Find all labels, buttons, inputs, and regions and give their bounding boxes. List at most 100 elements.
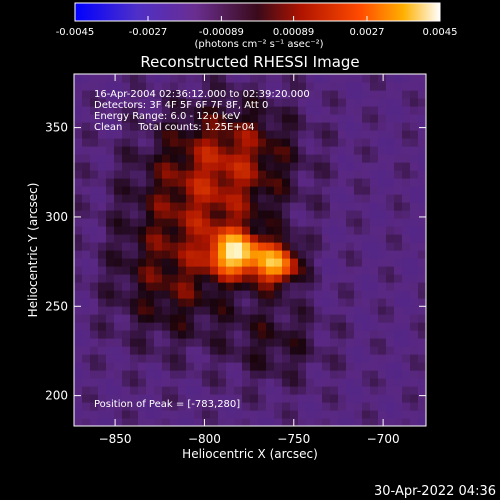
heatmap-cell — [202, 146, 211, 155]
heatmap-cell — [402, 226, 411, 235]
heatmap-cell — [370, 202, 379, 211]
heatmap-cell — [394, 106, 403, 115]
heatmap-cell — [138, 298, 147, 307]
heatmap-cell — [178, 338, 187, 347]
heatmap-cell — [106, 378, 115, 387]
heatmap-cell — [130, 330, 139, 339]
heatmap-cell — [98, 234, 107, 243]
heatmap-cell — [154, 330, 163, 339]
heatmap-cell — [362, 394, 371, 403]
heatmap-cell — [138, 154, 147, 163]
heatmap-cell — [82, 154, 91, 163]
heatmap-cell — [402, 146, 411, 155]
heatmap-cell — [410, 370, 419, 379]
heatmap-cell — [282, 370, 291, 379]
heatmap-cell — [394, 186, 403, 195]
heatmap-cell — [386, 410, 395, 419]
heatmap-cell — [298, 402, 307, 411]
heatmap-cell — [122, 290, 131, 299]
heatmap-cell — [402, 410, 411, 419]
heatmap-cell — [90, 338, 99, 347]
heatmap-cell — [418, 362, 426, 371]
heatmap-cell — [298, 410, 307, 419]
heatmap-cell — [282, 354, 291, 363]
heatmap-cell — [138, 410, 147, 419]
heatmap-cell — [170, 186, 179, 195]
heatmap-cell — [74, 210, 83, 219]
heatmap-cell — [234, 210, 243, 219]
heatmap-cell — [338, 354, 347, 363]
heatmap-cell — [90, 122, 99, 131]
heatmap-cell — [98, 402, 107, 411]
heatmap-cell — [178, 154, 187, 163]
heatmap-cell — [194, 410, 203, 419]
heatmap-cell — [282, 322, 291, 331]
heatmap-cell — [194, 418, 203, 426]
heatmap-cell — [354, 402, 363, 411]
heatmap-cell — [138, 266, 147, 275]
heatmap-cell — [210, 394, 219, 403]
heatmap-cell — [266, 146, 275, 155]
heatmap-cell — [274, 378, 283, 387]
heatmap-cell — [346, 90, 355, 99]
heatmap-cell — [74, 146, 83, 155]
heatmap-cell — [418, 266, 426, 275]
heatmap-cell — [290, 266, 299, 275]
heatmap-cell — [402, 338, 411, 347]
heatmap-cell — [354, 114, 363, 123]
heatmap-cell — [106, 274, 115, 283]
heatmap-cell — [314, 330, 323, 339]
heatmap-cell — [114, 378, 123, 387]
heatmap-cell — [114, 138, 123, 147]
heatmap-cell — [178, 178, 187, 187]
heatmap-cell — [370, 210, 379, 219]
heatmap-cell — [218, 178, 227, 187]
heatmap-cell — [122, 242, 131, 251]
heatmap-cell — [170, 218, 179, 227]
heatmap-cell — [250, 202, 259, 211]
heatmap-cell — [162, 338, 171, 347]
heatmap-cell — [114, 130, 123, 139]
heatmap-cell — [234, 298, 243, 307]
heatmap-cell — [242, 394, 251, 403]
heatmap-cell — [370, 114, 379, 123]
heatmap-cell — [314, 154, 323, 163]
heatmap-cell — [170, 314, 179, 323]
heatmap-cell — [370, 250, 379, 259]
heatmap-cell — [98, 338, 107, 347]
heatmap-cell — [290, 74, 299, 83]
heatmap-cell — [362, 210, 371, 219]
heatmap-cell — [338, 130, 347, 139]
y-axis-title: Heliocentric Y (arcsec) — [26, 183, 40, 318]
heatmap-cell — [138, 194, 147, 203]
heatmap-cell — [266, 410, 275, 419]
heatmap-cell — [82, 346, 91, 355]
heatmap-cell — [90, 114, 99, 123]
heatmap-cell — [330, 170, 339, 179]
heatmap-cell — [258, 250, 267, 259]
heatmap-cell — [322, 138, 331, 147]
heatmap-cell — [354, 186, 363, 195]
heatmap-cell — [322, 386, 331, 395]
heatmap-cell — [106, 218, 115, 227]
heatmap-cell — [282, 234, 291, 243]
heatmap-cell — [154, 306, 163, 315]
heatmap-cell — [234, 194, 243, 203]
heatmap-cell — [338, 226, 347, 235]
heatmap-cell — [274, 98, 283, 107]
heatmap-cell — [106, 282, 115, 291]
heatmap-cell — [226, 234, 235, 243]
heatmap-cell — [194, 362, 203, 371]
heatmap-cell — [314, 90, 323, 99]
heatmap-cell — [282, 162, 291, 171]
heatmap-cell — [394, 194, 403, 203]
heatmap-cell — [146, 298, 155, 307]
heatmap-cell — [258, 138, 267, 147]
heatmap-cell — [362, 114, 371, 123]
heatmap-cell — [130, 202, 139, 211]
heatmap-cell — [314, 386, 323, 395]
heatmap-cell — [98, 298, 107, 307]
heatmap-cell — [202, 250, 211, 259]
heatmap-cell — [194, 346, 203, 355]
heatmap-cell — [242, 186, 251, 195]
